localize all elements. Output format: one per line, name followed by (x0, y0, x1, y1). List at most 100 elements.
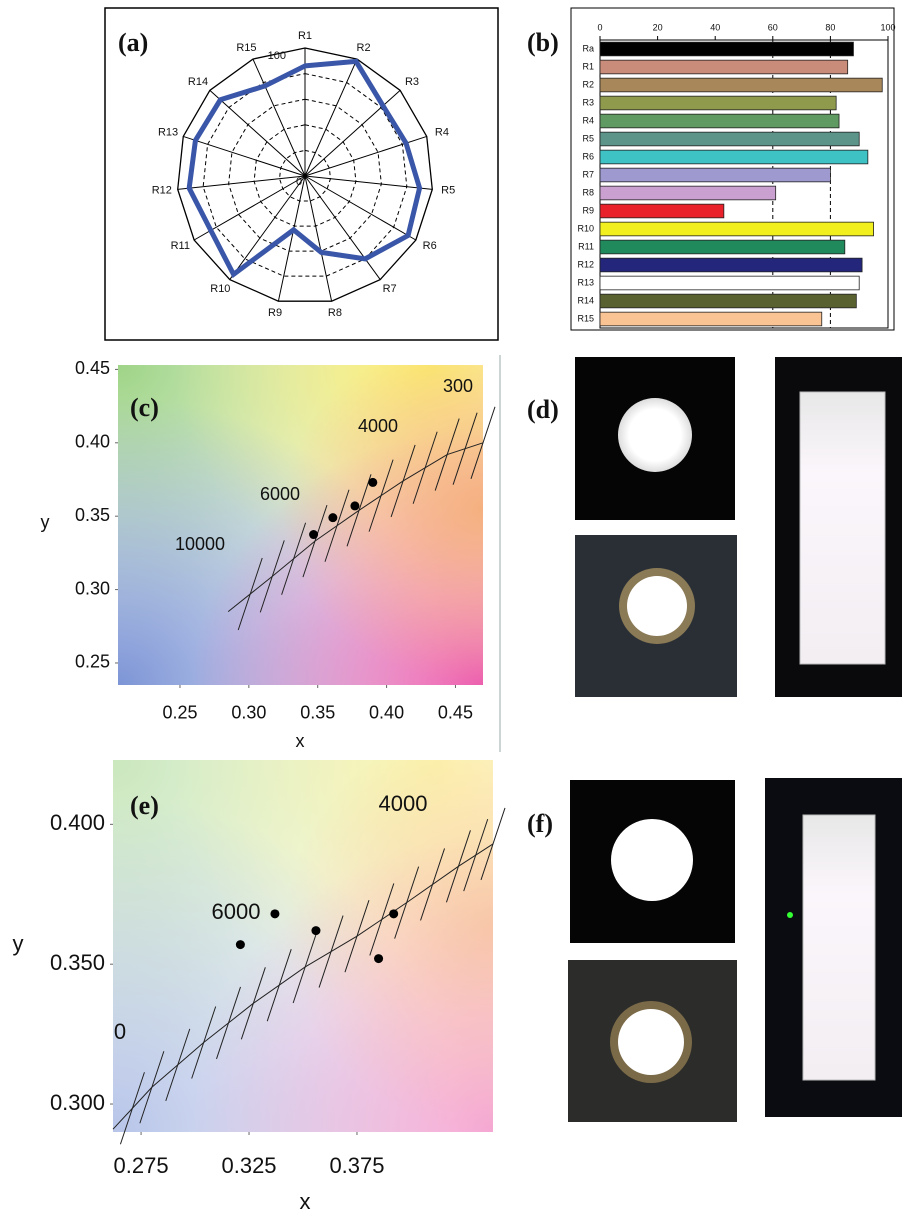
y-tick-label: R15 (577, 313, 594, 323)
x-tick-label: 0.35 (300, 703, 335, 723)
bar (600, 42, 853, 56)
point (389, 909, 398, 918)
bar (600, 312, 822, 326)
panel-label: (c) (130, 393, 159, 422)
category-label: R7 (383, 283, 397, 295)
x-tick-label: 0.375 (329, 1153, 384, 1178)
r-tick-label: 100 (268, 50, 286, 62)
bar (600, 240, 845, 254)
x-tick-label: 0 (597, 22, 602, 32)
x-tick-label: 20 (653, 22, 663, 32)
category-label: R13 (158, 127, 178, 139)
category-label: R12 (152, 185, 172, 197)
y-tick-label: 0.400 (50, 810, 105, 835)
y-tick-label: R4 (582, 115, 594, 125)
annotation: 6000 (212, 899, 261, 924)
y-tick-label: R3 (582, 97, 594, 107)
category-label: R10 (210, 283, 230, 295)
y-tick-label: 0.40 (75, 432, 110, 452)
point (328, 513, 337, 522)
y-tick-label: 0.25 (75, 652, 110, 672)
y-tick-label: Ra (582, 43, 594, 53)
chromaticity-bg (118, 365, 483, 685)
x-tick-label: 0.40 (369, 703, 404, 723)
point (309, 530, 318, 539)
y-tick-label: 0.35 (75, 505, 110, 525)
point (368, 478, 377, 487)
y-tick-label: R5 (582, 133, 594, 143)
annotation: 4000 (358, 416, 398, 436)
bar (600, 258, 862, 272)
panel-label: (d) (527, 395, 559, 424)
category-label: R1 (298, 30, 312, 42)
y-tick-label: 0.45 (75, 358, 110, 378)
point (236, 940, 245, 949)
y-axis-label: y (13, 931, 24, 956)
annotation: 0 (114, 1019, 126, 1044)
light-spot (618, 1009, 684, 1075)
category-label: R11 (171, 240, 190, 252)
x-tick-label: 0.275 (114, 1153, 169, 1178)
frame-a (105, 8, 498, 340)
bar (600, 168, 830, 182)
category-label: R3 (405, 76, 419, 88)
x-tick-label: 100 (880, 22, 895, 32)
bar (600, 150, 868, 164)
light-spot (627, 576, 687, 636)
chromaticity-bg (113, 760, 493, 1132)
light-spot (611, 819, 693, 901)
cuvette (800, 392, 885, 664)
x-tick-label: 0.30 (231, 703, 266, 723)
category-label: R8 (328, 307, 342, 319)
category-label: R2 (357, 42, 371, 54)
x-tick-label: 0.45 (438, 703, 473, 723)
category-label: R4 (435, 127, 449, 139)
point (311, 926, 320, 935)
cuvette (803, 815, 875, 1080)
bar (600, 222, 874, 236)
x-tick-label: 80 (825, 22, 835, 32)
bar (600, 132, 859, 146)
annotation: 300 (443, 376, 473, 396)
y-tick-label: 0.30 (75, 578, 110, 598)
point (270, 909, 279, 918)
category-label: R6 (423, 240, 437, 252)
annotation: 10000 (175, 534, 225, 554)
y-tick-label: R9 (582, 205, 594, 215)
y-tick-label: R14 (577, 295, 594, 305)
category-label: R9 (268, 307, 282, 319)
y-tick-label: R7 (582, 169, 594, 179)
category-label: R5 (441, 185, 455, 197)
bar (600, 96, 836, 110)
x-tick-label: 0.325 (221, 1153, 276, 1178)
point (374, 954, 383, 963)
panel-label: (b) (527, 28, 559, 57)
annotation: 4000 (379, 791, 428, 816)
bar (600, 186, 776, 200)
green-dot (787, 912, 793, 918)
category-label: R14 (188, 76, 208, 88)
panel-label: (e) (130, 791, 159, 820)
x-tick-label: 40 (710, 22, 720, 32)
bar (600, 294, 856, 308)
bar (600, 114, 839, 128)
y-tick-label: R12 (577, 259, 594, 269)
annotation: 6000 (260, 484, 300, 504)
light-spot (618, 398, 692, 472)
bar (600, 60, 848, 74)
x-axis-label: x (300, 1189, 311, 1214)
y-tick-label: R6 (582, 151, 594, 161)
x-tick-label: 0.25 (162, 703, 197, 723)
y-tick-label: R11 (578, 241, 594, 251)
y-tick-label: R13 (577, 277, 594, 287)
figure: (d) (f) 0100R1R2R3R4R5R6R7R8R9R10R11R12R… (0, 0, 904, 1217)
bar (600, 204, 724, 218)
y-tick-label: 0.300 (50, 1090, 105, 1115)
y-tick-label: 0.350 (50, 950, 105, 975)
y-tick-label: R1 (582, 61, 594, 71)
bar (600, 276, 859, 290)
point (350, 501, 359, 510)
y-tick-label: R8 (582, 187, 594, 197)
bar (600, 78, 882, 92)
y-tick-label: R2 (582, 79, 594, 89)
